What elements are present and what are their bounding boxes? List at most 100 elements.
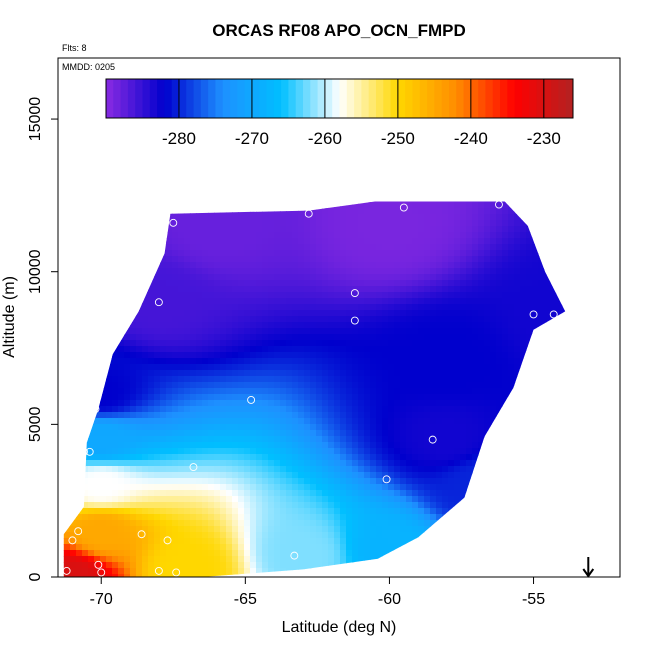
heatmap-cell [148, 310, 155, 317]
heatmap-cell [310, 316, 317, 323]
heatmap-cell [430, 352, 437, 359]
heatmap-cell [166, 340, 173, 347]
heatmap-cell [124, 574, 131, 577]
heatmap-cell [466, 418, 473, 425]
heatmap-cell [244, 436, 251, 443]
heatmap-cell [286, 418, 293, 425]
heatmap-cell [418, 478, 425, 485]
heatmap-cell [430, 418, 437, 425]
heatmap-cell [418, 274, 425, 281]
heatmap-cell [274, 520, 281, 527]
heatmap-cell [418, 436, 425, 443]
heatmap-cell [508, 268, 515, 275]
heatmap-cell [166, 400, 173, 407]
heatmap-cell [142, 316, 149, 323]
heatmap-cell [94, 550, 101, 557]
heatmap-cell [250, 340, 257, 347]
heatmap-cell [154, 316, 161, 323]
heatmap-cell [376, 484, 383, 491]
heatmap-cell [196, 442, 203, 449]
heatmap-cell [490, 244, 497, 251]
heatmap-cell [376, 448, 383, 455]
heatmap-cell [148, 418, 155, 425]
heatmap-cell [394, 322, 401, 329]
heatmap-cell [262, 478, 269, 485]
heatmap-cell [502, 226, 509, 233]
heatmap-cell [346, 208, 353, 215]
heatmap-cell [412, 442, 419, 449]
heatmap-cell [238, 502, 245, 509]
heatmap-cell [286, 256, 293, 263]
heatmap-cell [292, 238, 299, 245]
heatmap-cell [178, 424, 185, 431]
heatmap-cell [256, 526, 263, 533]
heatmap-cell [220, 364, 227, 371]
heatmap-cell [316, 214, 323, 221]
heatmap-cell [448, 238, 455, 245]
heatmap-cell [166, 478, 173, 485]
heatmap-cell [286, 292, 293, 299]
heatmap-cell [328, 340, 335, 347]
heatmap-cell [364, 550, 371, 557]
heatmap-cell [118, 472, 125, 479]
heatmap-cell [160, 520, 167, 527]
heatmap-cell [274, 214, 281, 221]
heatmap-cell [286, 394, 293, 401]
heatmap-cell [490, 316, 497, 323]
heatmap-cell [334, 406, 341, 413]
heatmap-cell [112, 352, 119, 359]
heatmap-cell [358, 448, 365, 455]
heatmap-cell [466, 352, 473, 359]
heatmap-cell [388, 322, 395, 329]
heatmap-cell [286, 244, 293, 251]
heatmap-cell [268, 304, 275, 311]
heatmap-cell [244, 388, 251, 395]
heatmap-cell [274, 466, 281, 473]
heatmap-cell [406, 292, 413, 299]
heatmap-cell [100, 388, 107, 395]
heatmap-cell [238, 250, 245, 257]
heatmap-cell [154, 484, 161, 491]
heatmap-cell [268, 400, 275, 407]
heatmap-cell [364, 496, 371, 503]
heatmap-cell [232, 346, 239, 353]
heatmap-cell [166, 388, 173, 395]
heatmap-cell [208, 502, 215, 509]
heatmap-cell [250, 562, 257, 569]
heatmap-cell [370, 280, 377, 287]
heatmap-cell [412, 286, 419, 293]
heatmap-cell [220, 412, 227, 419]
heatmap-cell [196, 382, 203, 389]
heatmap-cell [166, 538, 173, 545]
heatmap-cell [466, 208, 473, 215]
heatmap-cell [370, 460, 377, 467]
heatmap-cell [322, 316, 329, 323]
heatmap-cell [184, 388, 191, 395]
heatmap-cell [226, 244, 233, 251]
heatmap-cell [442, 286, 449, 293]
heatmap-cell [364, 346, 371, 353]
heatmap-cell [340, 316, 347, 323]
heatmap-cell [238, 460, 245, 467]
heatmap-cell [160, 370, 167, 377]
heatmap-cell [214, 412, 221, 419]
heatmap-cell [256, 394, 263, 401]
heatmap-cell [172, 334, 179, 341]
heatmap-cell [274, 424, 281, 431]
heatmap-cell [196, 502, 203, 509]
heatmap-cell [238, 214, 245, 221]
heatmap-cell [262, 460, 269, 467]
heatmap-cell [352, 238, 359, 245]
heatmap-cell [484, 298, 491, 305]
heatmap-cell [196, 328, 203, 335]
heatmap-cell [328, 370, 335, 377]
heatmap-cell [472, 298, 479, 305]
heatmap-cell [382, 496, 389, 503]
heatmap-cell [382, 376, 389, 383]
heatmap-cell [244, 478, 251, 485]
heatmap-cell [436, 436, 443, 443]
heatmap-cell [352, 448, 359, 455]
heatmap-cell [130, 496, 137, 503]
heatmap-cell [502, 364, 509, 371]
heatmap-cell [448, 250, 455, 257]
